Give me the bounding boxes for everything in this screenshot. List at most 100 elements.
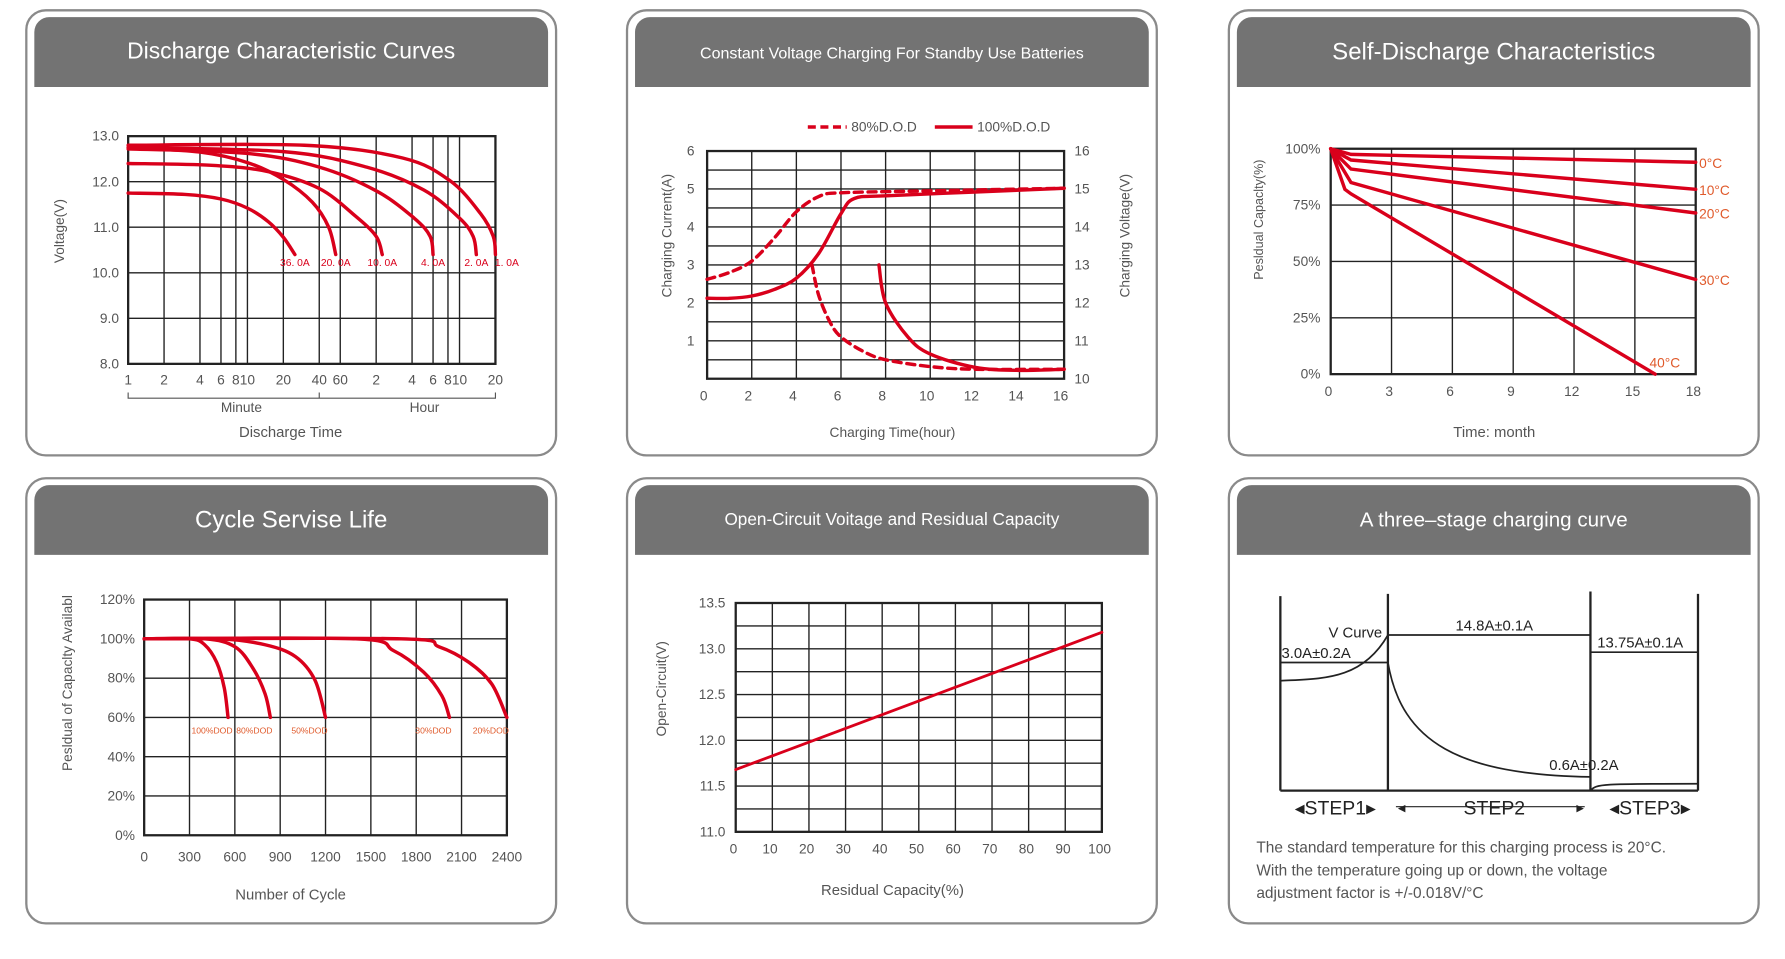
tick-label: 3 xyxy=(1385,384,1393,399)
note-line: adjustment factor is +/-0.018V/°C xyxy=(1256,884,1484,902)
x-axis-title: Charging Time(hour) xyxy=(830,425,956,440)
tick-label: 50% xyxy=(1293,254,1320,269)
series-label: 50%DOD xyxy=(291,725,327,735)
tick-label: 2 xyxy=(687,295,695,310)
tick-label: 0 xyxy=(140,850,148,865)
tick-label: 100% xyxy=(100,631,135,646)
tick-label: 900 xyxy=(269,850,292,865)
tick-label: 0% xyxy=(115,828,135,843)
step2-label: STEP2 xyxy=(1464,798,1526,820)
series-label: 40°C xyxy=(1649,355,1680,370)
tick-label: 12.0 xyxy=(92,174,119,189)
tick-label: 8.0 xyxy=(100,356,119,371)
tick-label: 14 xyxy=(1008,388,1024,403)
note-line: The standard temperature for this chargi… xyxy=(1256,838,1667,856)
tick-label: 40% xyxy=(108,749,135,764)
tick-label: 20% xyxy=(108,789,135,804)
tick-label: 20 xyxy=(799,842,815,857)
tick-label: 60 xyxy=(333,372,349,387)
tick-label: 6 xyxy=(834,388,842,403)
tick-label: 6 xyxy=(1446,384,1454,399)
tick-label: 1200 xyxy=(310,850,341,865)
y-axis-title: Pesldual Capaclty(%) xyxy=(1252,160,1266,280)
tick-label: 1500 xyxy=(356,850,387,865)
discharge-curve xyxy=(126,161,384,257)
tick-label: 4 xyxy=(687,220,695,235)
ocv-chart: 0 10 20 30 40 50 60 70 80 90 100 13.5 13.0 12.5 12.0 11… xyxy=(654,596,1111,899)
card-open-circuit-voltage: Open-Circuit Voitage and Residual Capaci… xyxy=(625,477,1158,925)
plot-frame xyxy=(1329,147,1697,376)
discharge-curve xyxy=(126,145,479,257)
stage-frame xyxy=(1279,591,1700,792)
temperature-line xyxy=(1328,147,1698,192)
series-label: 1. 0A xyxy=(495,258,519,269)
tick-label: 10 xyxy=(452,372,468,387)
card-cycle-life: Cycle Servise Life 0 300 600 900 1200 1500 180… xyxy=(25,477,558,925)
arrow-left-icon: ◂ xyxy=(1398,800,1406,816)
discharge-curve xyxy=(126,142,498,257)
discharge-curve xyxy=(126,191,297,257)
arrow-right-icon: ▸ xyxy=(1576,800,1584,816)
discharge-curve xyxy=(126,147,435,257)
tick-label: 30 xyxy=(836,842,852,857)
tick-label: 6 xyxy=(217,372,225,387)
series-label: 10°C xyxy=(1699,183,1730,198)
tick-label: 16 xyxy=(1074,144,1090,159)
tick-label: 15 xyxy=(1074,182,1090,197)
tick-label: 1800 xyxy=(401,850,432,865)
tick-label: 11.0 xyxy=(93,220,119,235)
tick-label: 100% xyxy=(1285,141,1320,156)
card-constant-voltage-charging: Constant Voltage Charging For Standby Us… xyxy=(625,9,1158,457)
tick-label: 12.0 xyxy=(699,733,726,748)
tick-label: 40 xyxy=(312,372,328,387)
card-self-discharge: Self-Discharge Characteristics 0 3 6 9 12 15 1… xyxy=(1227,9,1760,457)
unit-label: Minute xyxy=(221,400,263,415)
float-current-curve xyxy=(1589,782,1698,792)
plot-frame xyxy=(705,149,1066,380)
tick-label: 8 xyxy=(878,388,886,403)
tick-label: 8 xyxy=(232,372,240,387)
plot-frame xyxy=(734,601,1104,833)
y-axis-right-title: Charging Voltage(V) xyxy=(1117,174,1132,298)
series-label: 20%DOD xyxy=(473,725,509,735)
card-three-stage-charging: A three–stage charging curve V Curve 3.0A… xyxy=(1227,477,1760,925)
tick-label: 10 xyxy=(240,372,256,387)
tick-label: 6 xyxy=(429,372,437,387)
tick-label: 50 xyxy=(909,842,925,857)
tick-label: 13.0 xyxy=(699,641,726,656)
tick-label: 2400 xyxy=(492,850,523,865)
card-title: Constant Voltage Charging For Standby Us… xyxy=(635,17,1149,87)
tick-label: 600 xyxy=(223,850,246,865)
series-label: 2. 0A xyxy=(464,258,488,269)
current-decay-curve xyxy=(1387,662,1591,778)
card-discharge-curves: Discharge Characteristic Curves 1 2 4 6 8 10 2… xyxy=(25,9,558,457)
card-title: A three–stage charging curve xyxy=(1236,485,1751,555)
series-label: 30%DOD xyxy=(415,725,451,735)
tick-label: 9.0 xyxy=(100,311,119,326)
tick-label: 4 xyxy=(789,388,797,403)
tick-label: 5 xyxy=(687,182,695,197)
tick-label: 13 xyxy=(1074,257,1090,272)
legend-label: 100%D.O.D xyxy=(977,120,1050,135)
series-label: 80%DOD xyxy=(236,725,272,735)
tick-label: 10 xyxy=(919,388,935,403)
series-label: 0°C xyxy=(1699,156,1722,171)
x-axis-title: Time: month xyxy=(1453,425,1535,441)
tick-label: 120% xyxy=(100,592,135,607)
tick-label: 16 xyxy=(1053,388,1069,403)
tick-label: 20 xyxy=(488,372,504,387)
tick-label: 1 xyxy=(124,372,132,387)
tick-label: 14 xyxy=(1074,220,1090,235)
tick-label: 8 xyxy=(444,372,452,387)
tick-label: 2 xyxy=(160,372,168,387)
x-axis-title: Discharge Time xyxy=(239,425,342,441)
tick-label: 2100 xyxy=(446,850,477,865)
tick-label: 4 xyxy=(408,372,416,387)
series-label: 100%DOD xyxy=(192,725,233,735)
tick-label: 0 xyxy=(730,842,738,857)
tick-label: 20 xyxy=(276,372,292,387)
tick-label: 2 xyxy=(372,372,380,387)
temperature-line xyxy=(1328,147,1657,376)
tick-label: 75% xyxy=(1293,198,1320,213)
